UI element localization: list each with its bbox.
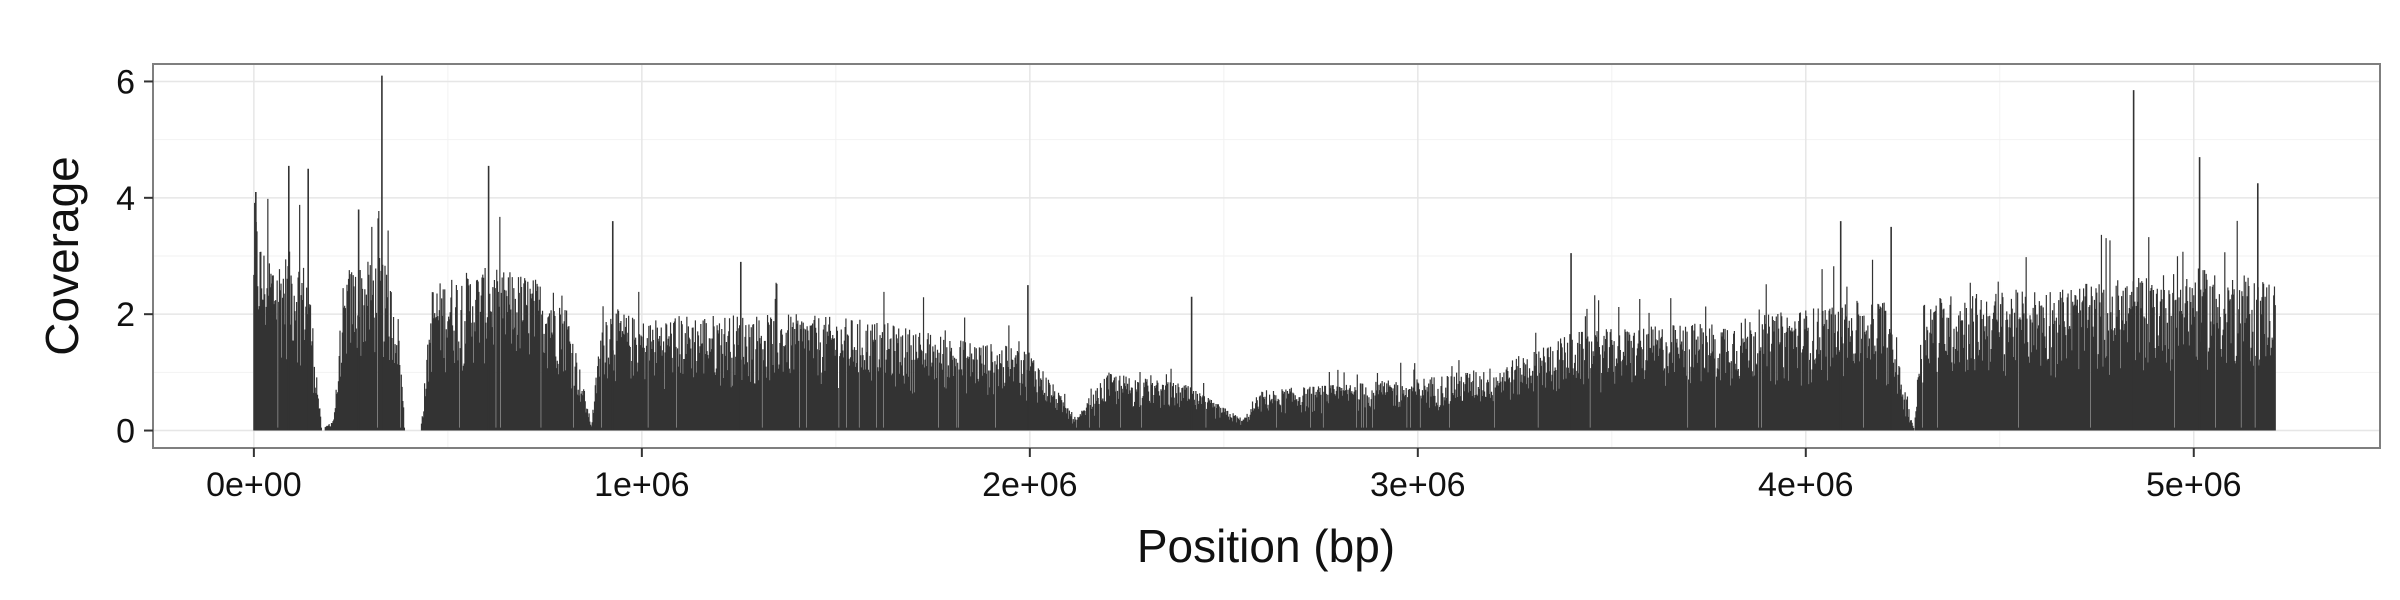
- x-tick-label: 0e+00: [206, 466, 302, 504]
- y-tick-label: 6: [116, 63, 135, 101]
- axes: 0 2 4 6 0e+00 1e+06 2e+06 3e+06 4e+06 5e+06: [116, 63, 2241, 504]
- x-tick-label: 4e+06: [1758, 466, 1854, 504]
- x-tick-label: 3e+06: [1370, 466, 1466, 504]
- panel-border: [152, 63, 2381, 449]
- x-tick-label: 1e+06: [594, 466, 690, 504]
- y-tick-label: 4: [116, 180, 135, 218]
- coverage-bars: [253, 75, 2276, 431]
- y-axis-title: Coverage: [36, 156, 88, 355]
- x-tick-label: 5e+06: [2146, 466, 2242, 504]
- y-tick-label: 2: [116, 296, 135, 334]
- x-tick-label: 2e+06: [982, 466, 1078, 504]
- coverage-bar-series: [253, 198, 2276, 431]
- x-axis-title: Position (bp): [1137, 520, 1395, 572]
- y-tick-label: 0: [116, 413, 135, 451]
